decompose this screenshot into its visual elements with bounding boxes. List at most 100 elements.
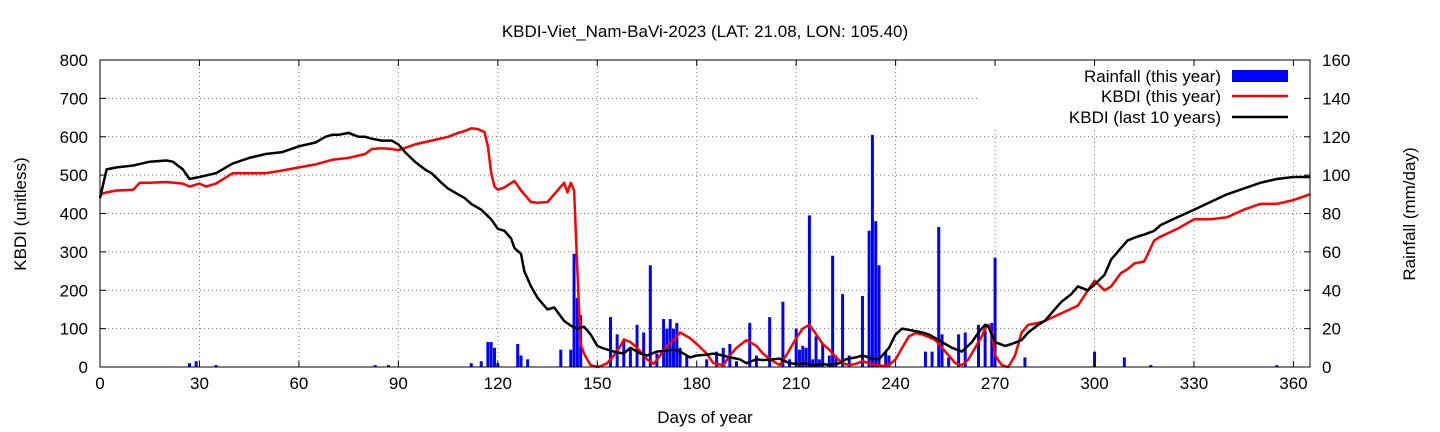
x-tick-label: 180: [683, 374, 711, 393]
chart-title: KBDI-Viet_Nam-BaVi-2023 (LAT: 21.08, LON…: [502, 22, 908, 41]
rainfall-bar: [1122, 357, 1126, 367]
rainfall-bar: [940, 334, 944, 367]
rainfall-bar: [930, 351, 934, 367]
x-tick-label: 120: [484, 374, 512, 393]
rainfall-bar: [493, 347, 496, 367]
rainfall-bar: [887, 355, 891, 367]
kbdi-lines: [98, 127, 1311, 369]
rainfall-bar: [1023, 357, 1027, 367]
y2-tick-label: 60: [1322, 243, 1341, 262]
rainfall-bar: [685, 355, 689, 367]
rainfall-bar: [572, 253, 576, 367]
y-tick-label: 100: [60, 320, 88, 339]
rainfall-bar: [748, 322, 752, 367]
rainfall-bar: [874, 221, 878, 367]
rainfall-bar: [983, 330, 987, 367]
x-tick-label: 210: [782, 374, 810, 393]
y-tick-label: 0: [79, 358, 88, 377]
y2-tick-label: 40: [1322, 281, 1341, 300]
rainfall-bar: [519, 355, 523, 367]
x-tick-label: 30: [190, 374, 209, 393]
y-axis-label: KBDI (unitless): [11, 157, 30, 270]
y2-tick-label: 140: [1322, 89, 1350, 108]
rainfall-bar: [834, 355, 838, 367]
rainfall-bar: [768, 317, 772, 367]
rainfall-bar: [559, 349, 563, 367]
rainfall-bar: [516, 343, 520, 367]
x-tick-label: 330: [1180, 374, 1208, 393]
axis-ticks: 0 30 60 90 120 150 180 210 240 270 300 330 360 0 100 20…: [60, 51, 1351, 393]
x-tick-label: 90: [389, 374, 408, 393]
y2-tick-label: 0: [1322, 358, 1331, 377]
rainfall-bar: [642, 332, 646, 367]
rainfall-bar: [662, 319, 666, 367]
rainfall-bar: [194, 361, 198, 367]
x-tick-label: 270: [981, 374, 1009, 393]
rainfall-bar: [990, 322, 994, 367]
kbdi-this-year-line: [99, 127, 1311, 369]
rainfall-bar: [781, 301, 785, 367]
rainfall-bar: [821, 343, 825, 367]
rainfall-bar: [609, 317, 613, 367]
rainfall-bar: [923, 351, 927, 367]
y2-tick-label: 120: [1322, 128, 1350, 147]
y-tick-label: 800: [60, 51, 88, 70]
rainfall-bar: [675, 322, 679, 367]
y2-tick-label: 160: [1322, 51, 1350, 70]
rainfall-bar: [575, 297, 579, 367]
rainfall-bar: [814, 336, 818, 367]
rainfall-bar: [797, 349, 801, 367]
rainfall-bar: [705, 359, 709, 367]
rainfall-bar: [993, 257, 997, 367]
rainfall-bar: [715, 351, 719, 367]
x-tick-label: 60: [289, 374, 308, 393]
kbdi-10yr-line: [98, 131, 1310, 367]
rainfall-bar: [884, 351, 888, 367]
y2-tick-label: 100: [1322, 166, 1350, 185]
rainfall-bar: [860, 296, 864, 367]
rainfall-bar: [635, 324, 639, 367]
rainfall-bar: [1093, 351, 1097, 367]
rainfall-bar: [831, 255, 835, 367]
x-tick-label: 300: [1080, 374, 1108, 393]
y2-tick-label: 80: [1322, 205, 1341, 224]
rainfall-bar: [479, 361, 483, 367]
x-tick-label: 240: [881, 374, 909, 393]
rainfall-bar: [977, 324, 980, 367]
y-tick-label: 700: [60, 89, 88, 108]
y-tick-label: 200: [60, 281, 88, 300]
legend-swatch-rainfall: [1232, 70, 1288, 82]
rainfall-bar: [469, 363, 473, 367]
x-axis-label: Days of year: [657, 408, 753, 427]
rainfall-bar: [526, 359, 530, 367]
rainfall-bar: [870, 134, 874, 367]
rainfall-bar: [648, 265, 652, 367]
rainfall-bar: [678, 347, 682, 367]
rainfall-bar: [841, 294, 845, 367]
rainfall-bar: [1149, 365, 1153, 367]
legend-label: KBDI (last 10 years): [1069, 108, 1221, 127]
y2-axis-label: Rainfall (mm/day): [1400, 147, 1419, 280]
rainfall-bar: [486, 342, 490, 367]
rainfall-bar: [1275, 365, 1279, 367]
legend-label: KBDI (this year): [1101, 87, 1221, 106]
y-tick-label: 400: [60, 205, 88, 224]
rainfall-bar: [847, 355, 851, 367]
rainfall-bar: [188, 363, 191, 367]
rainfall-bar: [937, 226, 941, 367]
rainfall-bar: [804, 347, 808, 367]
rainfall-bar: [877, 265, 881, 367]
rainfall-bar: [754, 355, 758, 367]
rainfall-bar: [827, 355, 831, 367]
rainfall-bar: [867, 230, 871, 367]
x-tick-label: 0: [95, 374, 104, 393]
y-tick-label: 500: [60, 166, 88, 185]
legend: Rainfall (this year)KBDI (this year) KBDI…: [1069, 67, 1288, 127]
gridlines: [100, 60, 1310, 367]
rainfall-bar: [811, 359, 815, 367]
rainfall-bar: [807, 215, 811, 367]
rainfall-bar: [947, 357, 951, 367]
y-tick-label: 300: [60, 243, 88, 262]
